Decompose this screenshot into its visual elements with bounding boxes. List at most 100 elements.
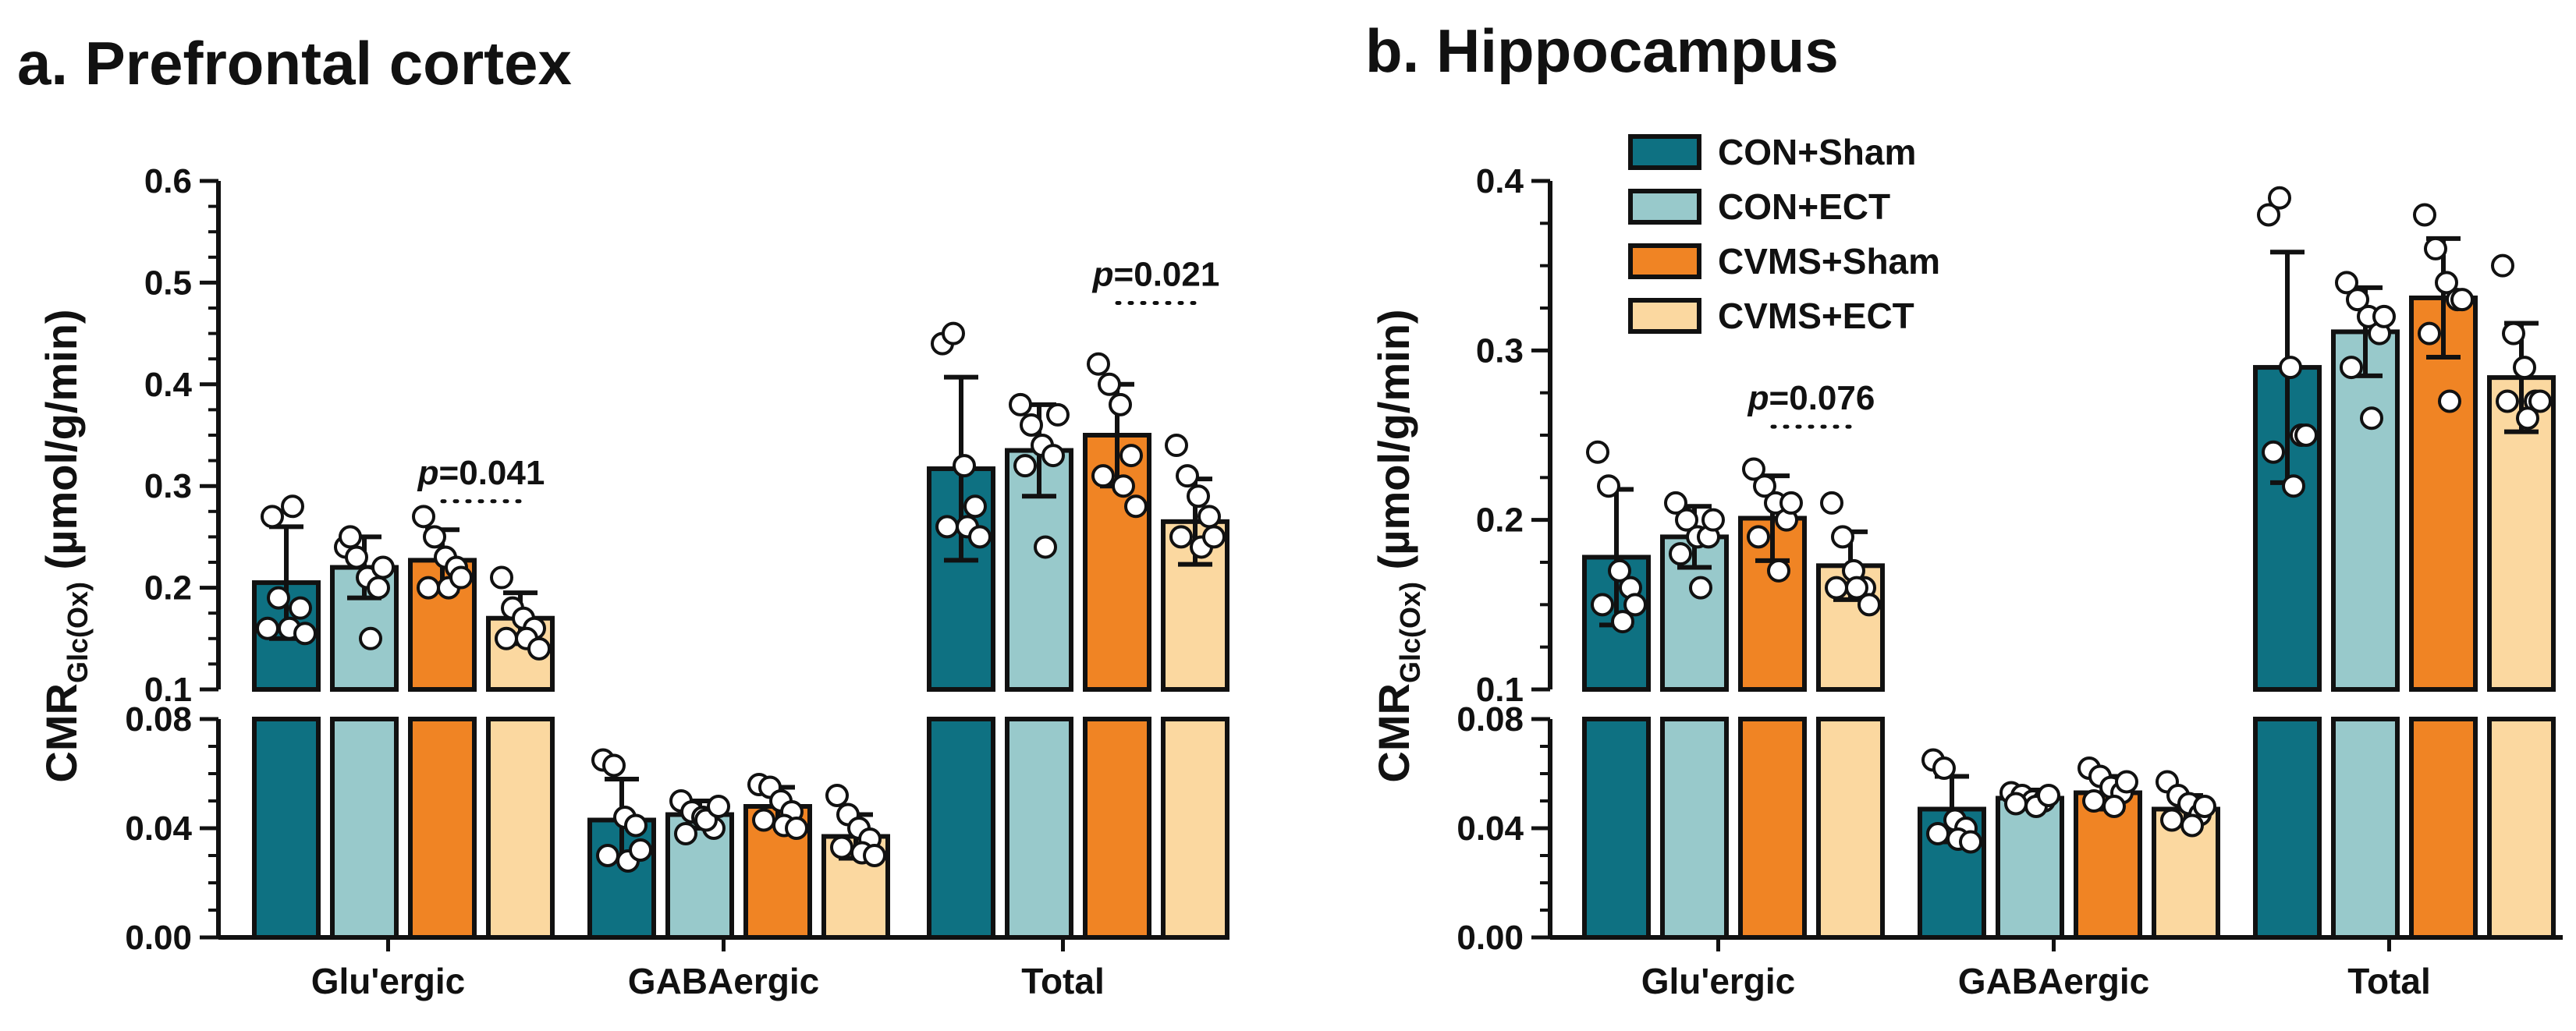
p-value-label: p=0.021 [1092, 255, 1220, 293]
data-point [2262, 440, 2285, 464]
y-axis-label-units: (µmol/g/min) [37, 309, 86, 582]
data-point [2346, 288, 2369, 312]
bar-lower [1660, 717, 1729, 940]
data-point [2004, 792, 2028, 816]
data-point [1701, 508, 1725, 532]
data-point [2115, 770, 2138, 794]
bar-lower [1083, 717, 1151, 940]
data-point [1586, 440, 1609, 464]
data-point [2160, 808, 2184, 832]
data-point [412, 505, 435, 529]
y-tick-label: 0.1 [144, 671, 192, 709]
data-point [1959, 830, 1982, 854]
data-point [1767, 558, 1790, 583]
x-category-label: GABAergic [1958, 961, 2149, 1001]
data-point [1020, 413, 1043, 437]
legend-label: CVMS+Sham [1718, 241, 1940, 282]
data-point [1675, 508, 1698, 532]
bar-upper [2331, 329, 2400, 692]
y-tick-label: 0.00 [1457, 919, 1524, 957]
legend-label: CON+ECT [1718, 186, 1890, 227]
y-axis-label-main: CMR [37, 683, 86, 783]
p-value-label: p=0.076 [1747, 379, 1875, 417]
data-point [1611, 610, 1634, 634]
data-point [1932, 756, 1956, 780]
data-point [1041, 444, 1065, 468]
data-point [495, 626, 518, 650]
data-point [2516, 406, 2539, 430]
data-point [417, 576, 440, 600]
p-symbol: p [1092, 255, 1114, 293]
data-point [1091, 464, 1115, 488]
data-point [423, 525, 446, 549]
bar-lower [1738, 717, 1807, 940]
data-point [2279, 356, 2302, 380]
data-point [1779, 491, 1803, 515]
data-point [1087, 352, 1110, 376]
data-point [2037, 784, 2060, 807]
bar-lower [927, 717, 995, 940]
data-point [830, 835, 853, 859]
y-tick-label: 0.2 [1476, 501, 1524, 540]
y-tick-label: 0.4 [144, 366, 193, 404]
data-point [602, 753, 626, 778]
panel-prefrontal-cortex: a. Prefrontal cortex 0.1 0.2 0.3 0.4 0.5 0.6 0… [17, 29, 1244, 1001]
bar-lower [2253, 717, 2322, 940]
bar-lower [1816, 717, 1885, 940]
data-point [2335, 271, 2358, 295]
data-point [2418, 321, 2441, 345]
data-point [707, 795, 730, 818]
data-point [2528, 389, 2552, 413]
y-tick-label: 0.6 [144, 162, 192, 200]
data-point [2180, 813, 2204, 838]
data-point [289, 596, 312, 620]
y-axis-label-subscript: Glc(Ox) [62, 582, 94, 683]
data-point [261, 505, 284, 529]
data-point [1820, 491, 1843, 515]
data-point [367, 576, 390, 600]
data-point [963, 494, 987, 519]
data-point [1169, 525, 1193, 549]
data-point [624, 813, 648, 838]
bar-lower [252, 717, 321, 940]
y-tick-label: 0.4 [1476, 162, 1524, 200]
bar-upper [1161, 519, 1229, 693]
data-point [1825, 576, 1848, 600]
legend-swatch [1628, 243, 1701, 279]
data-point [1098, 372, 1121, 396]
data-point [527, 636, 551, 661]
data-point [2438, 389, 2461, 413]
data-point [596, 844, 619, 867]
data-point [256, 616, 279, 640]
data-point [1109, 392, 1132, 416]
data-point [953, 454, 976, 478]
p-value-label: p=0.041 [417, 454, 545, 492]
data-point [752, 808, 775, 832]
legend-swatch [1628, 189, 1701, 225]
x-category-label: Glu'ergic [311, 961, 466, 1001]
data-point [2282, 474, 2305, 498]
data-point [1591, 593, 1614, 617]
panel-hippocampus: b. Hippocampus 0.1 0.2 0.3 0.4 0.00 0.04 0.08 G… [1365, 16, 2576, 1001]
data-point [2294, 423, 2318, 447]
data-point [2257, 203, 2280, 227]
data-point [2268, 186, 2291, 210]
data-point [2360, 406, 2383, 430]
data-point [1669, 542, 1692, 566]
data-point [629, 838, 652, 862]
data-point [490, 565, 513, 590]
data-point [825, 784, 849, 807]
data-point [2513, 356, 2536, 380]
y-tick-label: 0.00 [125, 919, 192, 957]
bar-lower [486, 717, 555, 940]
y-tick-label: 0.04 [1457, 810, 1524, 848]
x-category-label: Total [1021, 961, 1104, 1001]
data-point [2496, 389, 2519, 413]
data-point [339, 525, 362, 549]
y-tick-label: 0.08 [125, 700, 192, 739]
data-point [1013, 454, 1037, 478]
y-tick-label: 0.3 [1476, 331, 1524, 370]
data-point [1753, 474, 1776, 498]
